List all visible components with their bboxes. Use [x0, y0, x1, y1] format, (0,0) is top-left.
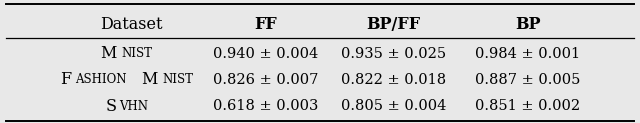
Text: NIST: NIST: [162, 73, 193, 86]
Text: NIST: NIST: [122, 47, 153, 60]
Text: 0.851 ± 0.002: 0.851 ± 0.002: [476, 99, 580, 113]
Text: M: M: [100, 45, 117, 62]
Text: Dataset: Dataset: [100, 16, 163, 33]
Text: 0.822 ± 0.018: 0.822 ± 0.018: [341, 73, 446, 87]
Text: 0.887 ± 0.005: 0.887 ± 0.005: [476, 73, 580, 87]
Text: 0.935 ± 0.025: 0.935 ± 0.025: [341, 46, 446, 61]
Text: ASHION: ASHION: [75, 73, 126, 86]
Text: 0.984 ± 0.001: 0.984 ± 0.001: [476, 46, 580, 61]
Text: BP/FF: BP/FF: [367, 16, 420, 33]
Text: 0.618 ± 0.003: 0.618 ± 0.003: [213, 99, 318, 113]
Text: F: F: [60, 71, 71, 88]
Text: M: M: [141, 71, 157, 88]
Text: 0.805 ± 0.004: 0.805 ± 0.004: [341, 99, 446, 113]
Text: FF: FF: [254, 16, 277, 33]
Text: 0.826 ± 0.007: 0.826 ± 0.007: [213, 73, 318, 87]
Text: BP: BP: [515, 16, 541, 33]
Text: 0.940 ± 0.004: 0.940 ± 0.004: [213, 46, 318, 61]
Text: VHN: VHN: [120, 100, 148, 113]
Text: S: S: [106, 98, 116, 115]
